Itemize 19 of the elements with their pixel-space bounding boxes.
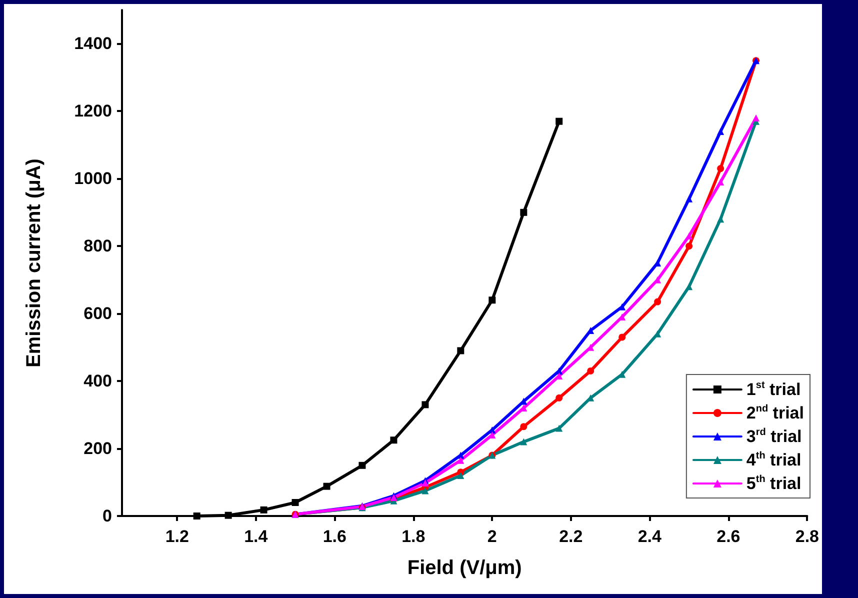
x-tick-label: 1.2: [165, 527, 189, 546]
x-tick-label: 1.8: [402, 527, 426, 546]
y-tick-label: 800: [84, 236, 112, 256]
y-tick-label: 1400: [74, 34, 112, 54]
y-axis-title: Emission current (μA): [23, 158, 45, 368]
x-tick-label: 1.6: [322, 527, 346, 546]
y-tick-label: 1000: [74, 169, 112, 188]
x-axis-title: Field (V/μm): [407, 557, 522, 579]
x-tick-label: 2.8: [795, 527, 820, 546]
y-tick-label: 0: [102, 506, 112, 526]
x-tick-label: 2.4: [638, 527, 662, 546]
x-tick-label: 2.2: [559, 527, 583, 546]
x-tick-label: 2: [487, 527, 497, 546]
x-tick-label: 2.6: [716, 527, 740, 546]
y-tick-label: 1200: [74, 102, 112, 121]
y-tick-label: 400: [84, 372, 112, 391]
y-tick-label: 600: [84, 304, 112, 324]
y-tick-label: 200: [84, 439, 112, 458]
x-tick-label: 1.4: [244, 527, 268, 546]
